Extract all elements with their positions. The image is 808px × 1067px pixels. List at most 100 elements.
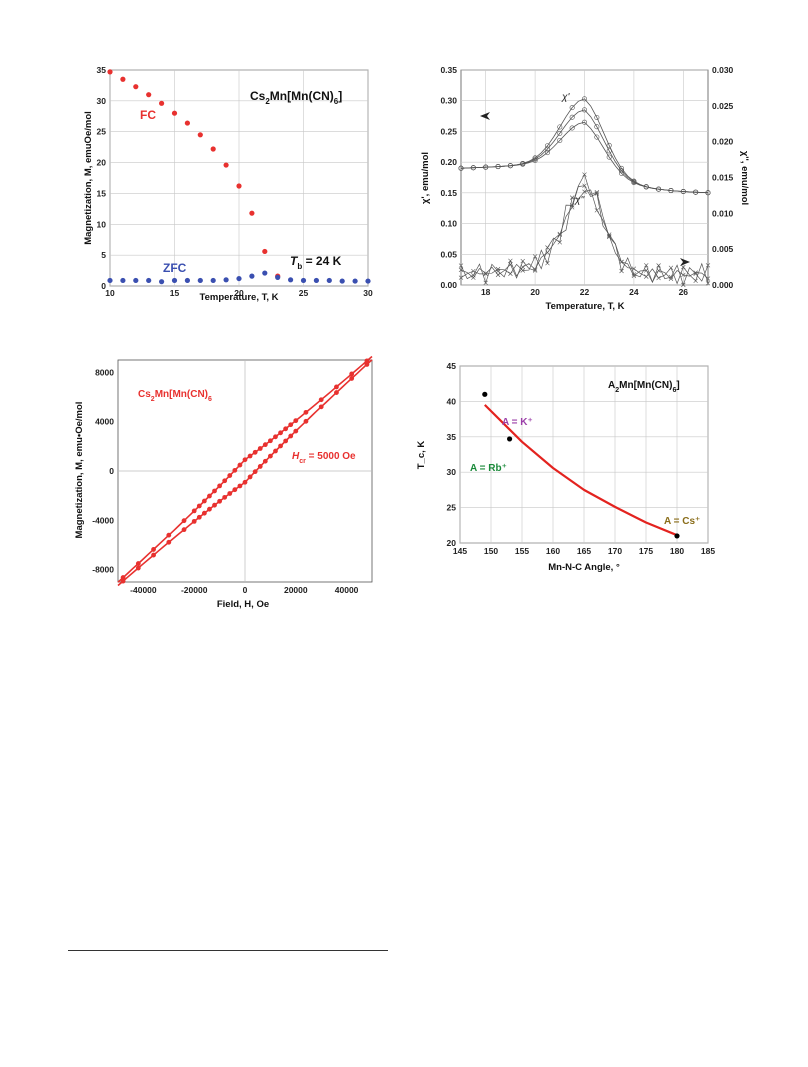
data-point-fc (107, 69, 113, 75)
data-point-zfc (159, 279, 165, 285)
hysteresis-marker (288, 433, 294, 439)
chi-double-prime-marker (545, 260, 550, 266)
chi-double-prime-marker (508, 271, 513, 276)
x-tick-label: 185 (701, 546, 715, 556)
x-tick-label: 175 (639, 546, 653, 556)
hysteresis-marker (135, 565, 141, 571)
label-k: A = K⁺ (502, 417, 533, 428)
hysteresis-marker (283, 438, 289, 444)
data-point-zfc (300, 277, 307, 284)
chi-double-prime-marker (644, 274, 649, 279)
chi-double-prime-marker (458, 275, 464, 280)
hysteresis-marker (242, 457, 248, 463)
x-tick-label: -40000 (130, 585, 157, 595)
chi-double-prime-marker (644, 268, 649, 273)
y-tick-label-left: 0.30 (440, 96, 457, 106)
chi-double-prime-marker (668, 265, 674, 271)
data-points (107, 69, 371, 285)
hysteresis-marker (303, 409, 309, 415)
chi-double-prime-marker (582, 189, 587, 194)
x-tick-label: 40000 (335, 585, 359, 595)
x-tick-label: 24 (629, 287, 639, 297)
gridlines (461, 69, 708, 286)
y-tick-label-left: 0.05 (440, 249, 457, 259)
data-point-zfc (107, 277, 113, 284)
hysteresis-marker (227, 473, 233, 478)
gridlines (109, 69, 369, 287)
chi-double-prime-marker (656, 275, 661, 281)
hysteresis-marker (222, 494, 228, 500)
hysteresis-marker (257, 464, 263, 469)
y-tick-label: 8000 (95, 367, 114, 377)
tc-data-point (674, 533, 680, 539)
chi-prime-marker (544, 150, 550, 156)
chi-prime-marker (594, 134, 600, 140)
x-axis-label: Temperature, T, K (545, 301, 624, 312)
chi-prime-marker (557, 130, 563, 136)
hysteresis-marker (334, 384, 339, 390)
chi-prime-marker (569, 114, 575, 120)
chi-double-prime-marker (594, 191, 600, 196)
y-tick-label: -4000 (92, 515, 114, 525)
x-tick-label: 26 (679, 287, 689, 297)
hysteresis-marker (268, 453, 273, 459)
hysteresis-marker (166, 532, 172, 538)
compound-formula: Cs2Mn[Mn(CN)6] (250, 89, 342, 106)
data-point-fc (223, 162, 229, 168)
chi-double-prime-marker (471, 268, 476, 274)
chi-double-prime-marker (557, 231, 563, 237)
data-point-zfc (133, 277, 139, 284)
data-series (482, 391, 680, 539)
chi-double-prime-marker (619, 268, 624, 274)
hysteresis-marker (257, 446, 263, 451)
x-tick-label: 155 (515, 546, 529, 556)
y-tick-label: 35 (97, 65, 107, 75)
chi-double-prime-marker (681, 282, 686, 288)
hysteresis-marker (278, 443, 283, 449)
chi-double-prime-marker (508, 258, 513, 264)
hysteresis-marker (334, 390, 339, 395)
chi-double-prime-marker (483, 271, 488, 277)
tc-data-point (482, 391, 488, 397)
chi-double-prime-marker (693, 270, 698, 275)
chi-prime-marker (495, 164, 501, 170)
tc-curve (484, 404, 678, 537)
x-tick-label: 20000 (284, 585, 308, 595)
data-point-fc (184, 120, 190, 126)
chi-prime-marker (705, 190, 711, 196)
x-tick-label: 15 (170, 288, 180, 298)
y-tick-label: 25 (97, 127, 107, 137)
x-tick-label: 22 (580, 287, 590, 297)
chi-double-prime-marker (557, 240, 563, 245)
left-axis-arrow-icon (480, 112, 490, 120)
chi-double-prime-marker (545, 250, 550, 255)
chi-double-prime-marker (532, 268, 538, 273)
chi-double-prime-marker (619, 259, 624, 265)
chi-double-prime-marker (644, 263, 649, 268)
hysteresis-marker (207, 506, 212, 512)
data-point-zfc (339, 278, 345, 284)
chi-prime-marker (594, 124, 600, 130)
legend-zfc: ZFC (163, 261, 187, 275)
data-point-zfc (313, 277, 319, 284)
chi-double-prime-marker (631, 273, 637, 279)
tc-data-point (507, 436, 513, 442)
chart-ac-susceptibility: 18 20 22 24 26 0.00 0.05 0.10 0.15 0.20 0.25 0.30 0.… (420, 65, 750, 312)
hysteresis-marker (191, 508, 197, 514)
chi-prime-marker (606, 148, 612, 154)
data-point-fc (262, 248, 268, 255)
hysteresis-marker (181, 518, 187, 524)
y-tick-label: -8000 (92, 565, 114, 575)
chi-prime-marker (532, 157, 538, 163)
hysteresis-marker (318, 404, 324, 410)
hysteresis-marker (151, 547, 156, 552)
y-tick-label-left: 0.25 (440, 126, 457, 136)
y-tick-label-right: 0.030 (712, 65, 734, 75)
chi-double-prime-marker (495, 266, 501, 272)
x-axis-label: Temperature, T, K (199, 292, 278, 303)
x-tick-label: 20 (234, 288, 244, 298)
chi-prime-marker (581, 96, 587, 102)
chi-double-prime-marker (495, 272, 501, 278)
hysteresis-marker (217, 483, 223, 489)
hysteresis-marker (201, 510, 207, 516)
